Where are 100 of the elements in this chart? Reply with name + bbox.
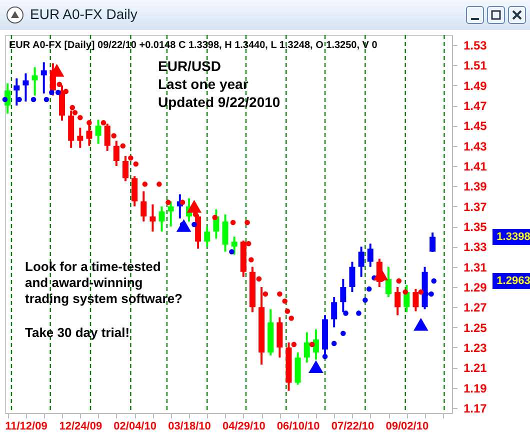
candlestick	[32, 66, 38, 96]
point	[55, 90, 61, 96]
candlestick	[77, 126, 84, 149]
y-tick-label: 1.47	[464, 99, 488, 114]
y-tick-label: 1.21	[464, 361, 488, 376]
candlestick	[367, 242, 374, 268]
point	[284, 308, 290, 314]
candlestick	[140, 190, 147, 222]
point	[340, 330, 346, 336]
y-tick-label: 1.39	[464, 180, 488, 194]
point	[70, 104, 76, 110]
candlestick	[168, 200, 174, 228]
point	[230, 220, 236, 226]
y-tick-label: 1.43	[464, 139, 488, 154]
point	[418, 289, 424, 295]
text: 1.3398	[496, 231, 530, 243]
point	[308, 360, 324, 374]
y-tick-label: 1.19	[464, 381, 488, 396]
x-tick-label: 02/04/10	[114, 420, 156, 432]
y-tick-label: 1.41	[464, 160, 488, 174]
point	[166, 200, 171, 205]
candlestick	[150, 203, 156, 233]
y-tick-label: 1.33	[464, 240, 488, 254]
annotation: and award-winning	[25, 275, 143, 290]
point	[120, 143, 126, 149]
candlestick	[132, 175, 138, 208]
text: 1.2963	[496, 275, 530, 287]
point	[86, 120, 92, 126]
point	[356, 310, 362, 316]
y-tick-label: 1.31	[464, 260, 488, 274]
point	[262, 291, 268, 297]
point	[72, 110, 78, 116]
point	[362, 297, 368, 303]
point	[244, 220, 250, 226]
point	[180, 200, 186, 205]
annotation: Last one year	[158, 76, 249, 92]
point	[402, 289, 408, 295]
point	[192, 222, 197, 228]
point	[44, 96, 50, 102]
y-tick-label: 1.37	[464, 200, 488, 214]
y-tick-label: 1.49	[464, 78, 488, 93]
point	[246, 241, 252, 246]
text: EUR A0-FX [Daily] 09/22/10 +0.0148 C 1.3398, H 1.3440, L 1.3248, O 1.3250, V 0	[9, 40, 378, 51]
y-tick-label: 1.17	[464, 401, 488, 416]
point	[229, 249, 234, 254]
chart-title: EUR A0-FX Daily	[30, 6, 138, 22]
y-tick-label: 1.27	[464, 300, 488, 315]
point	[56, 82, 62, 88]
point	[331, 340, 337, 346]
y-tick-label: 1.53	[464, 38, 488, 53]
y-tick-label: 1.23	[464, 340, 488, 355]
point	[413, 318, 428, 331]
point	[277, 291, 282, 297]
point	[133, 161, 139, 167]
candlestick	[349, 260, 356, 294]
x-tick-label: 09/02/10	[386, 420, 429, 432]
candlestick	[358, 246, 364, 278]
annotation: trading system software?	[25, 291, 183, 306]
point	[111, 133, 116, 138]
x-tick-label: 06/10/10	[276, 420, 320, 432]
candlestick	[394, 286, 401, 316]
candlestick	[14, 77, 20, 107]
point	[343, 310, 348, 316]
x-tick-label: 11/12/09	[5, 420, 48, 432]
point	[248, 257, 254, 262]
point	[30, 96, 36, 102]
point	[186, 200, 202, 213]
point	[49, 64, 64, 77]
annotation: EUR/USD	[158, 58, 222, 74]
x-tick-label: 03/18/10	[168, 420, 211, 432]
point	[309, 342, 315, 348]
point	[48, 90, 54, 96]
x-tick-label: 07/22/10	[331, 420, 374, 432]
y-tick-label: 1.25	[464, 320, 488, 335]
candlestick	[386, 266, 392, 298]
point	[142, 182, 148, 187]
candlestick	[430, 232, 436, 253]
x-tick-label: 12/24/09	[59, 420, 102, 432]
x-tick-label: 04/29/10	[222, 420, 266, 432]
point	[156, 182, 162, 187]
y-tick-label: 1.29	[464, 280, 488, 294]
point	[78, 115, 83, 120]
candlestick	[22, 72, 29, 103]
point	[212, 214, 218, 220]
point	[428, 291, 434, 297]
annotation: Look for a time-tested	[25, 259, 161, 274]
candlestick	[331, 296, 338, 328]
point	[291, 342, 297, 348]
candlestick	[40, 61, 47, 94]
point	[100, 120, 106, 126]
point	[256, 276, 262, 282]
point	[366, 286, 372, 292]
y-tick-label: 1.35	[464, 220, 488, 234]
candlestick	[204, 226, 210, 248]
point	[288, 316, 294, 321]
point	[396, 278, 402, 284]
point	[282, 298, 288, 304]
y-tick-label: 1.51	[464, 58, 488, 73]
point	[63, 88, 69, 94]
point	[128, 155, 134, 161]
